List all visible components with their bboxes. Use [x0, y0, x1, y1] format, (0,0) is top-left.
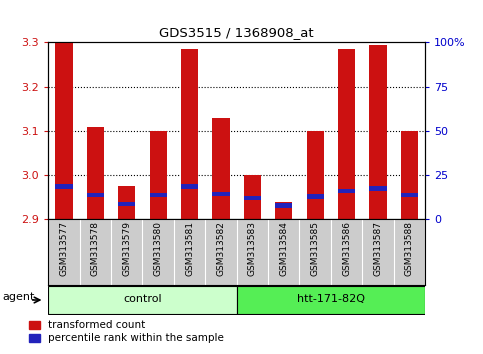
Text: GSM313588: GSM313588: [405, 222, 414, 276]
Bar: [213, 192, 229, 196]
Bar: [244, 196, 261, 200]
Bar: [307, 194, 324, 199]
Text: htt-171-82Q: htt-171-82Q: [297, 295, 365, 304]
Text: GSM313580: GSM313580: [154, 222, 163, 276]
Text: GSM313577: GSM313577: [59, 222, 69, 276]
Bar: [338, 49, 355, 219]
Bar: [181, 49, 198, 219]
Bar: [56, 184, 72, 188]
Bar: [369, 186, 386, 191]
FancyBboxPatch shape: [48, 286, 237, 314]
Text: GSM313585: GSM313585: [311, 222, 320, 276]
Bar: [87, 193, 104, 198]
Bar: [150, 131, 167, 219]
Text: GSM313586: GSM313586: [342, 222, 351, 276]
Bar: [118, 202, 135, 206]
Legend: transformed count, percentile rank within the sample: transformed count, percentile rank withi…: [29, 320, 224, 343]
Text: GSM313584: GSM313584: [279, 222, 288, 276]
Bar: [401, 131, 418, 219]
Text: GSM313578: GSM313578: [91, 222, 100, 276]
Bar: [307, 131, 324, 219]
Bar: [118, 186, 135, 219]
Bar: [87, 127, 104, 219]
Text: GSM313579: GSM313579: [122, 222, 131, 276]
Bar: [244, 175, 261, 219]
Bar: [275, 202, 292, 219]
Text: GSM313581: GSM313581: [185, 222, 194, 276]
Bar: [338, 189, 355, 193]
Title: GDS3515 / 1368908_at: GDS3515 / 1368908_at: [159, 25, 314, 39]
Bar: [401, 193, 418, 198]
Bar: [369, 45, 386, 219]
FancyBboxPatch shape: [237, 286, 425, 314]
Text: control: control: [123, 295, 162, 304]
Text: GSM313587: GSM313587: [373, 222, 383, 276]
Text: GSM313582: GSM313582: [216, 222, 226, 276]
Bar: [56, 42, 72, 219]
Bar: [213, 118, 229, 219]
Bar: [150, 193, 167, 198]
Bar: [275, 203, 292, 207]
Text: GSM313583: GSM313583: [248, 222, 257, 276]
Bar: [181, 184, 198, 188]
Text: agent: agent: [2, 292, 35, 302]
